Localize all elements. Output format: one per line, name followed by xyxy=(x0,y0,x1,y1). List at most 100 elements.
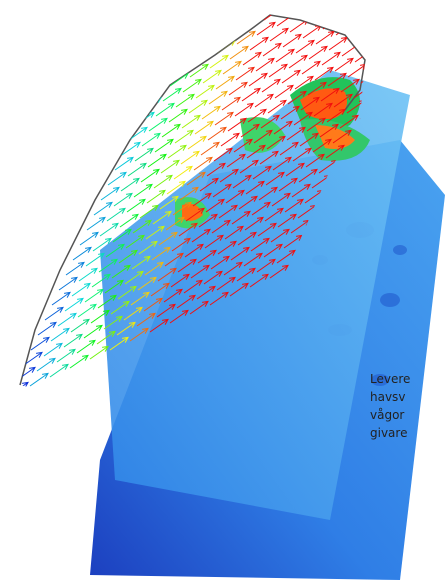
wind-arrow xyxy=(196,285,216,300)
wind-arrow xyxy=(315,30,335,45)
wind-arrow xyxy=(150,282,170,297)
wind-arrow xyxy=(330,1,348,14)
wind-arrow xyxy=(278,177,298,192)
wind-arrow xyxy=(327,72,347,87)
wind-arrow xyxy=(183,279,203,294)
wind-arrow xyxy=(210,18,230,33)
wind-arrow xyxy=(300,96,320,111)
wind-arrow xyxy=(149,318,169,333)
wind-arrow xyxy=(139,204,159,219)
wind-arrow xyxy=(234,102,254,117)
wind-arrow xyxy=(163,288,183,303)
wind-arrow xyxy=(113,192,133,207)
wind-arrow xyxy=(197,15,217,27)
wind-arrow xyxy=(98,258,118,273)
wind-arrow xyxy=(230,246,250,261)
wind-arrow xyxy=(276,15,296,27)
wind-arrow xyxy=(306,117,326,132)
wind-arrow xyxy=(293,111,313,126)
wind-arrow xyxy=(161,123,181,138)
wind-arrow xyxy=(263,243,283,258)
wind-arrow xyxy=(125,234,145,249)
wind-arrow xyxy=(56,348,76,363)
wind-arrow xyxy=(369,19,387,32)
wind-arrow xyxy=(271,0,289,5)
wind-arrow xyxy=(309,15,329,24)
wind-arrow xyxy=(251,1,269,14)
wind-arrow xyxy=(97,294,117,309)
wind-arrow xyxy=(320,87,340,102)
wind-arrow xyxy=(226,153,246,168)
wind-arrow xyxy=(153,174,173,189)
wind-arrow xyxy=(415,22,433,35)
wind-arrow xyxy=(100,186,120,201)
wind-arrow xyxy=(256,258,276,273)
wind-arrow xyxy=(401,52,419,65)
wind-arrow xyxy=(280,105,300,120)
wind-arrow xyxy=(182,78,202,93)
middle-map-layer xyxy=(100,70,410,520)
wind-arrow xyxy=(205,198,225,213)
wind-arrow xyxy=(291,183,311,198)
wind-arrow xyxy=(110,300,130,315)
wind-arrow xyxy=(242,51,262,66)
wind-arrow xyxy=(422,7,440,20)
wind-arrow xyxy=(199,177,219,192)
wind-arrow xyxy=(169,309,189,324)
wind-arrow xyxy=(231,210,251,225)
wind-arrow xyxy=(240,123,260,138)
wind-arrow xyxy=(206,162,226,177)
wind-arrow xyxy=(363,0,381,11)
wind-arrow xyxy=(198,213,218,228)
wind-arrow xyxy=(175,93,195,108)
caption-line: givare xyxy=(370,426,407,440)
wind-arrow xyxy=(91,273,111,288)
wind-arrow xyxy=(265,171,285,186)
wind-arrow xyxy=(79,231,99,246)
wind-arrow xyxy=(200,141,220,156)
wind-arrow xyxy=(235,66,255,81)
wind-arrow xyxy=(141,132,161,147)
wind-arrow xyxy=(131,255,151,270)
wind-arrow xyxy=(262,42,282,57)
wind-arrow xyxy=(138,240,158,255)
wind-arrow xyxy=(213,147,233,162)
wind-arrow xyxy=(117,285,137,300)
wind-arrow xyxy=(116,321,136,336)
wind-arrow xyxy=(215,75,235,90)
caption-line: havsv xyxy=(370,390,405,404)
wind-arrow xyxy=(305,153,325,168)
wind-arrow xyxy=(314,66,334,81)
wind-arrow xyxy=(288,54,308,69)
wind-arrow xyxy=(211,219,231,234)
wind-arrow xyxy=(154,138,174,153)
caption-line: vågor xyxy=(370,408,404,422)
wind-arrow xyxy=(333,93,353,108)
wind-arrow xyxy=(142,96,162,111)
wind-arrow xyxy=(376,4,394,17)
wind-arrow xyxy=(51,291,71,306)
wind-arrow xyxy=(89,345,109,360)
wind-arrow xyxy=(218,204,238,219)
wind-arrow xyxy=(76,339,96,354)
wind-arrow xyxy=(332,129,352,144)
wind-arrow xyxy=(326,108,346,123)
wind-arrow xyxy=(223,24,243,39)
wind-arrow xyxy=(162,87,182,102)
wind-arrow xyxy=(145,225,165,240)
wind-arrow xyxy=(219,168,239,183)
wind-arrow xyxy=(214,111,234,126)
wind-arrow xyxy=(120,177,140,192)
wind-arrow xyxy=(172,201,192,216)
wind-arrow xyxy=(244,216,264,231)
wind-arrow xyxy=(197,249,217,264)
wind-arrow xyxy=(177,21,197,36)
wind-arrow xyxy=(72,246,92,261)
wind-arrow xyxy=(271,192,291,207)
wind-arrow xyxy=(267,99,287,114)
wind-arrow xyxy=(118,249,138,264)
wind-arrow xyxy=(282,33,302,48)
wind-arrow xyxy=(86,216,106,231)
wind-arrow xyxy=(176,57,196,72)
